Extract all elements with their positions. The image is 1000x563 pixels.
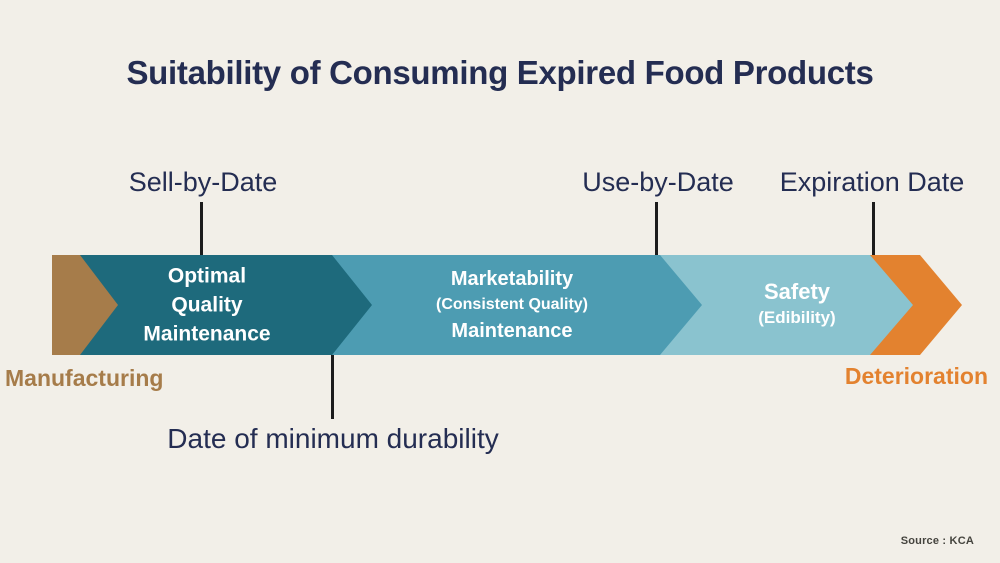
deterioration-label: Deterioration (844, 363, 988, 389)
stage-text-line: Marketability (450, 268, 574, 290)
stage-text-line: Safety (763, 279, 831, 304)
safety-arrow (660, 255, 913, 355)
min-durability-label: Date of minimum durability (167, 423, 499, 454)
stage-text-line: Optimal (167, 264, 247, 288)
stage-text-line: Maintenance (451, 320, 573, 342)
use-by-date-label: Use-by-Date (582, 167, 734, 197)
page-title: Suitability of Consuming Expired Food Pr… (126, 54, 874, 91)
stage-text-line: Quality (171, 293, 243, 317)
stage-safety-text: Safety (Edibility) (758, 279, 835, 331)
stage-optimal-quality-text: Optimal Quality Maintenance (143, 262, 270, 349)
use-by-date-line (655, 202, 658, 255)
stage-text-subline: (Consistent Quality) (435, 296, 589, 313)
stage-text-line: Maintenance (143, 322, 271, 346)
sell-by-date-line (200, 202, 203, 255)
optimal-quality-arrow (80, 255, 372, 355)
stage-marketability-text: Marketability (Consistent Quality) Maint… (436, 266, 588, 344)
min-durability-line (331, 355, 334, 419)
marketability-arrow (332, 255, 702, 355)
expiration-date-label: Expiration Date (779, 167, 965, 197)
sell-by-date-label: Sell-by-Date (128, 167, 278, 197)
deterioration-chevron (870, 255, 962, 355)
stage-text-subline: (Edibility) (758, 308, 836, 327)
source-note: Source : KCA (900, 535, 974, 547)
manufacturing-chevron (52, 255, 118, 355)
expiration-date-line (872, 202, 875, 257)
manufacturing-label: Manufacturing (5, 365, 164, 391)
